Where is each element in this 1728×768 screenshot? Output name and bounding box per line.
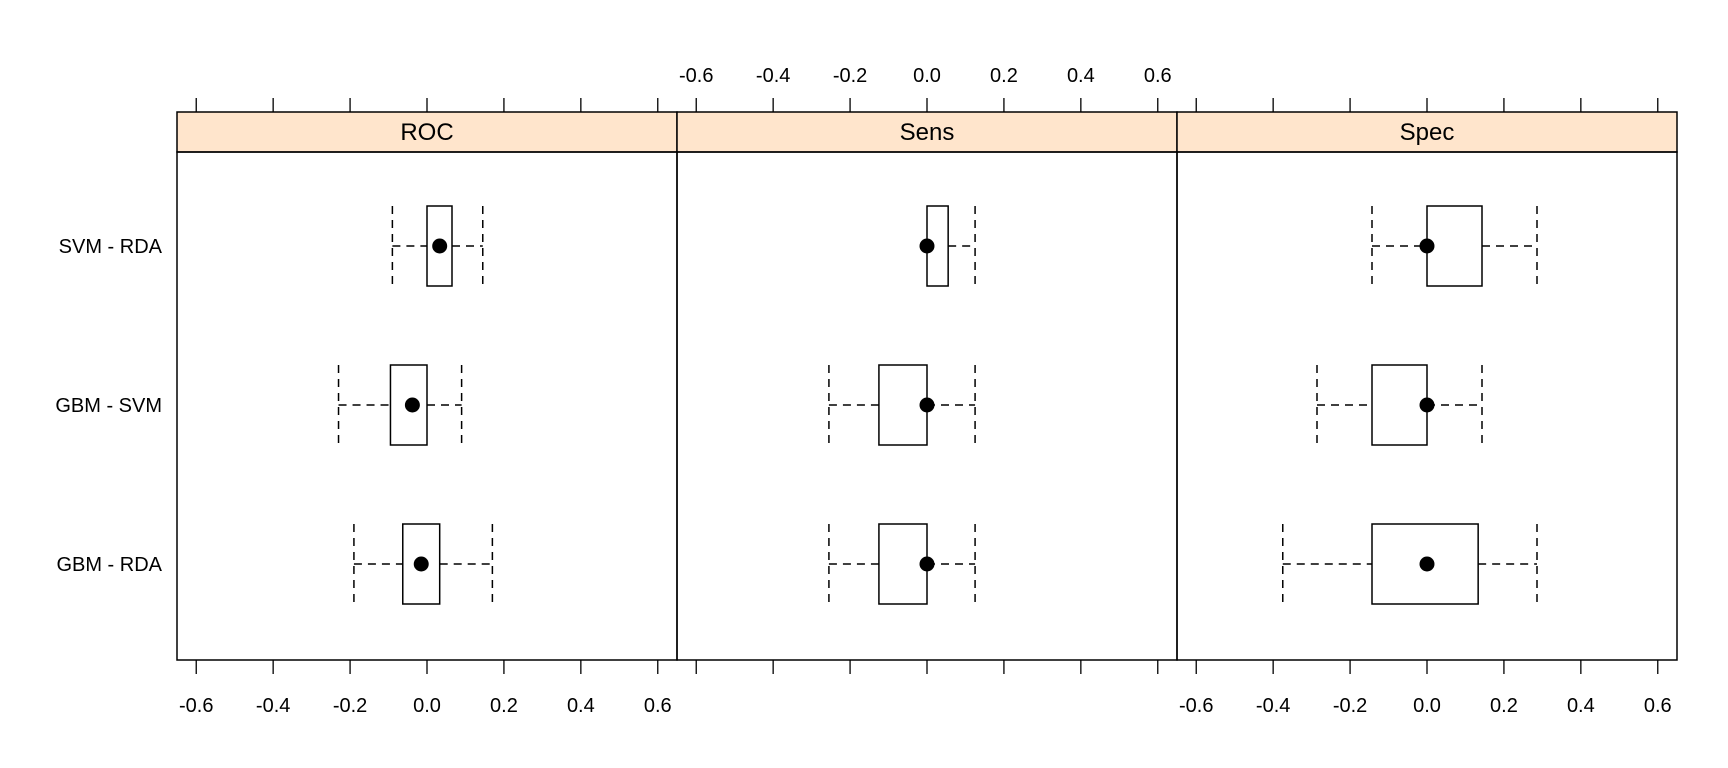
median-point — [919, 397, 935, 413]
category-label: GBM - SVM — [55, 395, 162, 417]
category-label: SVM - RDA — [59, 236, 163, 258]
bottom-tick-label: 0.6 — [644, 695, 672, 717]
box — [1371, 364, 1428, 446]
bottom-tick-label: 0.4 — [567, 695, 595, 717]
box — [878, 523, 928, 605]
bottom-tick-label: -0.4 — [256, 695, 290, 717]
bottom-tick-label: 0.2 — [490, 695, 518, 717]
bottom-tick-label: -0.2 — [1333, 695, 1367, 717]
box — [878, 364, 928, 446]
box — [1426, 205, 1483, 287]
top-tick-label: 0.4 — [1067, 65, 1095, 87]
median-point — [413, 556, 429, 572]
top-tick-label: -0.2 — [833, 65, 867, 87]
bottom-tick-label: 0.6 — [1644, 695, 1672, 717]
median-point — [404, 397, 420, 413]
bottom-tick-label: -0.6 — [1179, 695, 1213, 717]
bottom-tick-label: -0.4 — [1256, 695, 1290, 717]
bottom-tick-label: 0.0 — [1413, 695, 1441, 717]
median-point — [1419, 238, 1435, 254]
strip-label-sens: Sens — [900, 119, 955, 146]
strip-spec — [1176, 111, 1678, 153]
median-point — [1419, 397, 1435, 413]
top-tick-label: -0.6 — [679, 65, 713, 87]
bottom-tick-label: 0.4 — [1567, 695, 1595, 717]
median-point — [919, 556, 935, 572]
strip-label-roc: ROC — [400, 119, 453, 146]
strip-sens — [676, 111, 1178, 153]
bottom-tick-label: -0.6 — [179, 695, 213, 717]
median-point — [919, 238, 935, 254]
category-label: GBM - RDA — [56, 554, 162, 576]
bottom-tick-label: 0.0 — [413, 695, 441, 717]
top-tick-label: 0.2 — [990, 65, 1018, 87]
top-tick-label: -0.4 — [756, 65, 790, 87]
top-tick-label: 0.6 — [1144, 65, 1172, 87]
bottom-tick-label: 0.2 — [1490, 695, 1518, 717]
strip-label-spec: Spec — [1400, 119, 1455, 146]
bottom-tick-label: -0.2 — [333, 695, 367, 717]
top-tick-label: 0.0 — [913, 65, 941, 87]
strip-roc — [176, 111, 678, 153]
median-point — [432, 238, 448, 254]
median-point — [1419, 556, 1435, 572]
